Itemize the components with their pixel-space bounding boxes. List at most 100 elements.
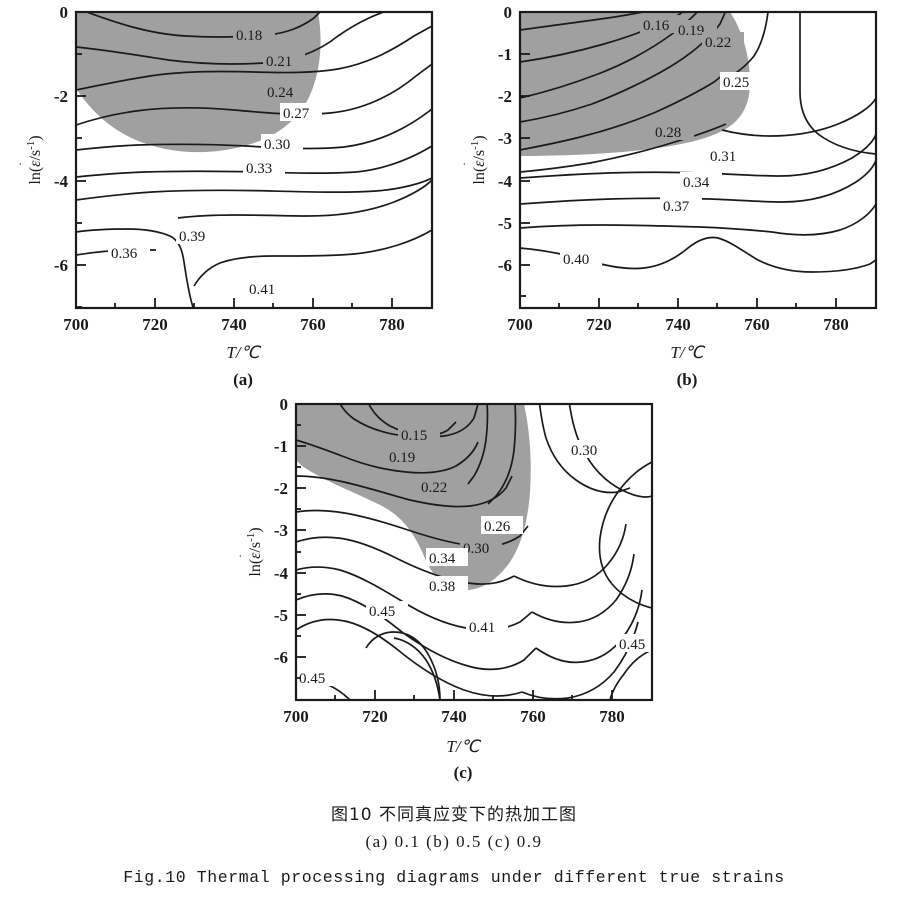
contour-labels-c: 0.15 0.19 0.22 0.26 0.30 0.34 0.38 0.41 … [296, 425, 658, 687]
contour-label-c-8: 0.45 [369, 604, 395, 620]
x-axis-title-c: T/℃ [446, 737, 481, 756]
y-tick-c-2: -2 [274, 479, 288, 498]
y-axis-title-a: ln(ε/s-1) ˙ [18, 135, 44, 184]
x-tick-b-1: 720 [586, 315, 612, 334]
x-tick-labels-a: 700 720 740 760 780 [63, 315, 405, 334]
contour-label-a-2: 0.24 [267, 85, 294, 101]
y-tick-a-3: -6 [54, 256, 68, 275]
x-tick-b-0: 700 [507, 315, 533, 334]
x-tick-b-4: 780 [823, 315, 849, 334]
y-ticks-b [520, 11, 530, 297]
figure-caption-chinese: 图10 不同真应变下的热加工图 [0, 800, 908, 825]
panel-a-svg: 0.18 0.21 0.24 0.27 0.30 0.33 0.36 0.39 … [18, 3, 434, 389]
instability-region-a [76, 12, 321, 153]
y-tick-c-1: -1 [274, 437, 288, 456]
figure-caption-english: Fig.10 Thermal processing diagrams under… [0, 868, 908, 887]
y-tick-b-4: -4 [498, 172, 513, 191]
svg-text:ln(ε/s-1): ln(ε/s-1) [25, 135, 44, 184]
x-tick-a-2: 740 [221, 315, 247, 334]
y-tick-a-0: 0 [60, 3, 69, 22]
panel-label-c: (c) [454, 763, 473, 782]
y-tick-b-6: -6 [498, 256, 512, 275]
contour-label-b-2: 0.22 [705, 35, 731, 51]
y-axis-title-c: ln(ε/s-1) ˙ [238, 527, 264, 576]
svg-text:˙: ˙ [462, 162, 475, 166]
caption-cn-text: 图10 不同真应变下的热加工图 [330, 805, 578, 825]
y-tick-b-5: -5 [498, 214, 512, 233]
x-axis-title-a: T/℃ [226, 343, 261, 362]
y-tick-b-2: -2 [498, 87, 512, 106]
contour-label-b-8: 0.40 [563, 252, 589, 268]
x-tick-c-3: 760 [520, 707, 546, 726]
panel-c-contour-plot: 0.15 0.19 0.22 0.26 0.30 0.34 0.38 0.41 … [238, 392, 678, 782]
y-tick-a-1: -2 [54, 87, 68, 106]
svg-text:ln(ε/s-1): ln(ε/s-1) [469, 135, 488, 184]
x-tick-a-4: 780 [379, 315, 405, 334]
x-tick-c-1: 720 [362, 707, 388, 726]
contour-label-c-2: 0.22 [421, 480, 447, 496]
contour-label-c-7: 0.41 [469, 620, 495, 636]
contour-label-c-1: 0.19 [389, 450, 415, 466]
panel-b-svg: 0.16 0.19 0.22 0.25 0.28 0.31 0.34 0.37 … [462, 3, 878, 389]
contour-label-b-4: 0.28 [655, 125, 681, 141]
contour-label-b-6: 0.34 [683, 175, 710, 191]
contour-labels-a: 0.18 0.21 0.24 0.27 0.30 0.33 0.36 0.39 … [108, 25, 322, 298]
panel-label-b: (b) [677, 370, 698, 389]
y-axis-title-b: ln(ε/s-1) ˙ [462, 135, 488, 184]
x-ticks-b [519, 298, 877, 308]
x-ticks-a [75, 298, 433, 308]
contour-label-c-10: 0.45 [619, 637, 645, 653]
y-tick-c-0: 0 [280, 395, 289, 414]
x-ticks-c [295, 690, 653, 700]
x-tick-c-4: 780 [599, 707, 625, 726]
y-tick-c-3: -3 [274, 521, 288, 540]
svg-text:ln(ε/s-1): ln(ε/s-1) [245, 527, 264, 576]
y-tick-c-6: -6 [274, 648, 288, 667]
y-tick-c-5: -5 [274, 606, 288, 625]
contour-labels-b: 0.16 0.19 0.22 0.25 0.28 0.31 0.34 0.37 … [560, 15, 762, 268]
contour-label-b-1: 0.19 [678, 23, 704, 39]
y-tick-a-2: -4 [54, 172, 69, 191]
panel-c-svg: 0.15 0.19 0.22 0.26 0.30 0.34 0.38 0.41 … [238, 395, 658, 782]
x-tick-c-0: 700 [283, 707, 309, 726]
y-tick-b-0: 0 [504, 3, 513, 22]
x-tick-labels-b: 700 720 740 760 780 [507, 315, 849, 334]
x-tick-b-3: 760 [744, 315, 770, 334]
x-tick-a-0: 700 [63, 315, 89, 334]
y-tick-labels-b: 0 -1 -2 -3 -4 -5 -6 [498, 3, 513, 275]
plot-frame-a [74, 10, 434, 310]
contour-label-a-3: 0.27 [283, 106, 310, 122]
contour-label-c-9: 0.45 [299, 671, 325, 687]
contour-label-a-6: 0.36 [111, 246, 138, 262]
svg-text:˙: ˙ [238, 554, 251, 558]
y-tick-b-3: -3 [498, 129, 512, 148]
y-tick-b-1: -1 [498, 45, 512, 64]
contour-label-a-8: 0.41 [249, 282, 275, 298]
panel-b-contour-plot: 0.16 0.19 0.22 0.25 0.28 0.31 0.34 0.37 … [462, 0, 902, 390]
caption-sub-text: (a) 0.1 (b) 0.5 (c) 0.9 [365, 832, 543, 851]
plot-frame-b [518, 10, 878, 310]
x-tick-a-1: 720 [142, 315, 168, 334]
contour-label-a-5: 0.33 [246, 161, 272, 177]
caption-en-text: Fig.10 Thermal processing diagrams under… [123, 868, 785, 887]
contour-label-b-3: 0.25 [723, 75, 749, 91]
contour-label-c-4: 0.30 [463, 541, 489, 557]
contour-label-c-5: 0.34 [429, 551, 456, 567]
contour-label-a-0: 0.18 [236, 28, 262, 44]
x-axis-title-b: T/℃ [670, 343, 705, 362]
contour-label-c-0: 0.15 [401, 428, 427, 444]
y-tick-c-4: -4 [274, 564, 289, 583]
contour-label-a-4: 0.30 [264, 137, 290, 153]
panel-label-a: (a) [233, 370, 253, 389]
x-tick-a-3: 760 [300, 315, 326, 334]
contour-label-a-1: 0.21 [266, 54, 292, 70]
contour-lines-b [520, 12, 876, 308]
figure-caption-subtitle: (a) 0.1 (b) 0.5 (c) 0.9 [0, 832, 908, 852]
instability-region-b [520, 12, 750, 156]
x-tick-c-2: 740 [441, 707, 467, 726]
y-tick-labels-a: 0 -2 -4 -6 [54, 3, 69, 275]
svg-text:˙: ˙ [18, 162, 31, 166]
x-tick-labels-c: 700 720 740 760 780 [283, 707, 625, 726]
contour-label-c-right-030: 0.30 [571, 443, 597, 459]
